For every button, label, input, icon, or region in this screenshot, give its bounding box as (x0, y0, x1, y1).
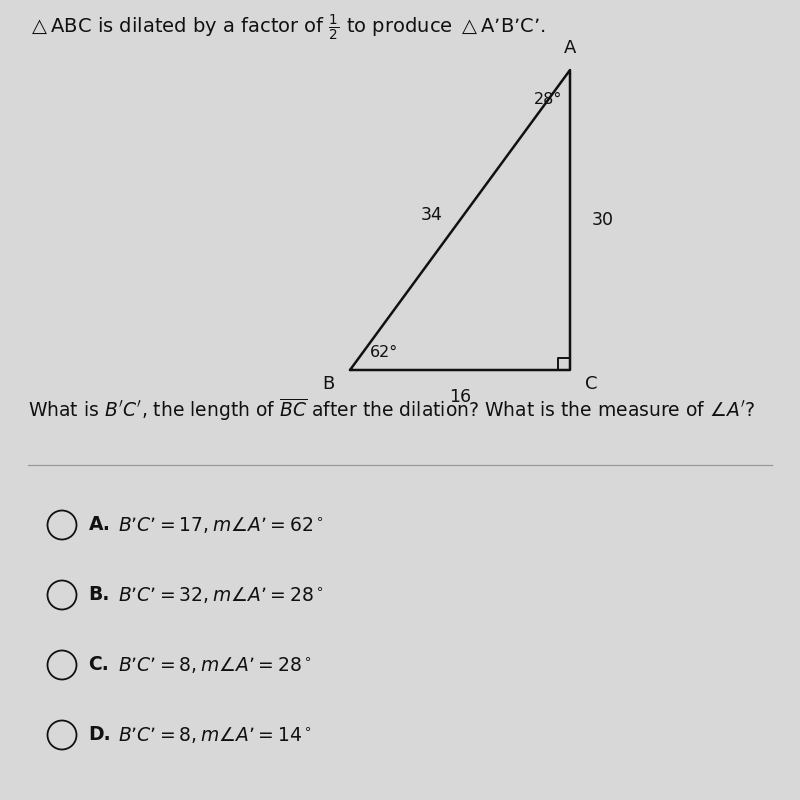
Text: C: C (585, 375, 598, 393)
Text: B: B (322, 375, 335, 393)
Text: $\triangle$ABC is dilated by a factor of $\frac{1}{2}$ to produce $\triangle$A’B: $\triangle$ABC is dilated by a factor of… (28, 13, 546, 43)
Text: C.: C. (89, 655, 110, 674)
Text: $B’C’ = 8, m\angle A’ = 28^\circ$: $B’C’ = 8, m\angle A’ = 28^\circ$ (118, 655, 313, 675)
Text: B.: B. (89, 586, 110, 605)
Text: 34: 34 (421, 206, 443, 224)
Text: 28°: 28° (534, 92, 562, 107)
Text: $B’C’ = 8, m\angle A’ = 14^\circ$: $B’C’ = 8, m\angle A’ = 14^\circ$ (118, 725, 313, 745)
Text: What is $B'C'$, the length of $\overline{BC}$ after the dilation? What is the me: What is $B'C'$, the length of $\overline… (28, 397, 755, 423)
Text: 62°: 62° (370, 345, 398, 360)
Text: 16: 16 (449, 388, 471, 406)
Text: 30: 30 (592, 211, 614, 229)
Text: $B’C’ = 17, m\angle A’ = 62^\circ$: $B’C’ = 17, m\angle A’ = 62^\circ$ (118, 515, 325, 535)
Text: A: A (564, 39, 576, 57)
Text: D.: D. (89, 726, 111, 745)
Text: $B’C’ = 32, m\angle A’ = 28^\circ$: $B’C’ = 32, m\angle A’ = 28^\circ$ (118, 585, 325, 605)
Text: A.: A. (89, 515, 110, 534)
